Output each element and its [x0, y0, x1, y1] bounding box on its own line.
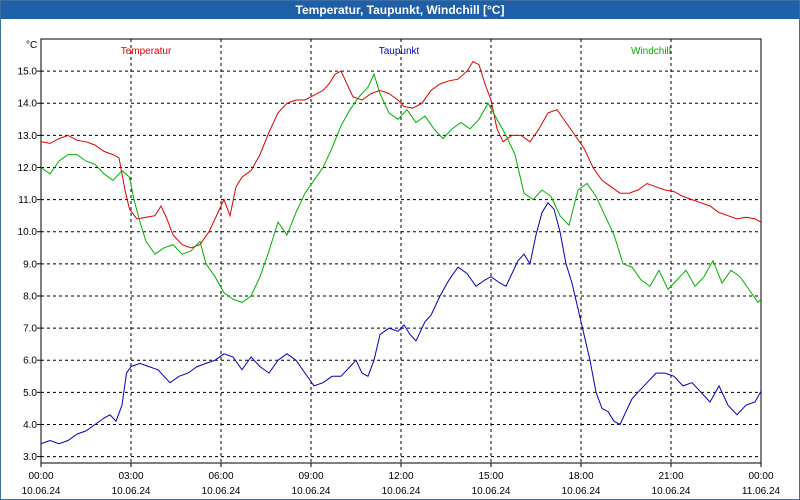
- x-tick-date-label: 10.06.24: [472, 486, 511, 497]
- window-title: Temperatur, Taupunkt, Windchill [°C]: [1, 1, 799, 19]
- x-tick-time-label: 06:00: [208, 471, 233, 482]
- x-tick-date-label: 10.06.24: [22, 486, 61, 497]
- y-tick-label: 6.0: [23, 356, 37, 367]
- x-tick-date-label: 11.06.24: [742, 486, 781, 497]
- y-tick-label: 5.0: [23, 388, 37, 399]
- y-tick-label: 10.0: [18, 227, 38, 238]
- x-tick-time-label: 00:00: [748, 471, 773, 482]
- x-tick-date-label: 10.06.24: [652, 486, 691, 497]
- x-tick-date-label: 10.06.24: [562, 486, 601, 497]
- y-axis-label: °C: [26, 40, 37, 51]
- x-tick-time-label: 21:00: [658, 471, 683, 482]
- x-tick-time-label: 12:00: [388, 471, 413, 482]
- x-tick-time-label: 18:00: [568, 471, 593, 482]
- x-tick-date-label: 10.06.24: [292, 486, 331, 497]
- x-tick-time-label: 15:00: [478, 471, 503, 482]
- x-tick-date-label: 10.06.24: [202, 486, 241, 497]
- x-tick-time-label: 09:00: [298, 471, 323, 482]
- y-tick-label: 3.0: [23, 452, 37, 463]
- x-tick-date-label: 10.06.24: [112, 486, 151, 497]
- line-chart: 3.0 4.0 5.0 6.0 7.0 8.0 9.0 10.0 11.0 12.0 13.0 14.…: [18, 38, 781, 497]
- legend-windchill: Windchill: [631, 46, 671, 57]
- x-tick-time-label: 03:00: [118, 471, 143, 482]
- x-tick-date-label: 10.06.24: [382, 486, 421, 497]
- x-tick-time-label: 00:00: [28, 471, 53, 482]
- y-tick-label: 8.0: [23, 291, 37, 302]
- y-tick-label: 11.0: [18, 195, 37, 206]
- y-tick-label: 13.0: [18, 131, 38, 142]
- series-line-taupunkt: [41, 201, 761, 445]
- series-line-temperatur: [41, 60, 761, 249]
- y-tick-label: 4.0: [23, 420, 37, 431]
- y-tick-label: 7.0: [23, 324, 37, 335]
- y-tick-label: 15.0: [18, 67, 38, 78]
- legend-taupunkt: Taupunkt: [379, 46, 420, 57]
- legend-temperatur: Temperatur: [121, 46, 172, 57]
- y-tick-label: 14.0: [18, 99, 38, 110]
- y-tick-label: 9.0: [23, 259, 37, 270]
- y-tick-label: 12.0: [18, 163, 38, 174]
- series-line-windchill: [41, 72, 761, 304]
